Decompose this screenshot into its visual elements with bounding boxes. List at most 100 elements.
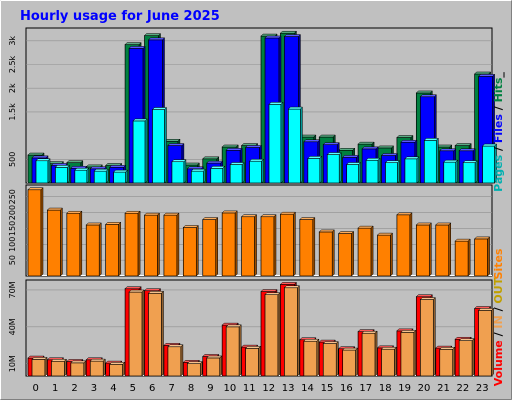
- hits-files-pages-bar-pages-2-face: [74, 169, 88, 184]
- volume-bar-in-18-top: [380, 346, 398, 350]
- hits-files-pages-bar-files-13-top: [283, 34, 302, 37]
- sites-frame: [25, 184, 493, 277]
- sites-bar-sites-10-top: [221, 210, 238, 214]
- hits-files-pages-bar-pages-7-side: [183, 159, 187, 184]
- hits-files-pages-bar-hits-17-top: [357, 141, 375, 145]
- sites-bar-sites-12-side: [273, 214, 277, 277]
- volume-bar-in-20-top: [419, 297, 436, 300]
- hits-files-pages-bar-pages-19: [404, 156, 420, 184]
- volume-bar-in-20-face: [419, 299, 434, 377]
- x-tick-label-2: 2: [71, 383, 77, 394]
- hits-files-pages-bar-pages-5-top: [132, 118, 148, 122]
- hits-files-pages-bar-pages-9: [210, 165, 226, 184]
- legend-sites: Sites: [492, 248, 505, 279]
- volume-bar-in-4: [109, 361, 126, 377]
- sites-bar-sites-7-side: [176, 212, 180, 277]
- hits-files-pages-bar-pages-7-face: [171, 161, 185, 184]
- sites-bar-sites-0: [27, 187, 44, 277]
- volume-bar-in-2-side: [83, 360, 87, 377]
- sites-bar-sites-4: [105, 221, 122, 277]
- x-tick-label-17: 17: [359, 383, 372, 394]
- hits-files-pages-bar-pages-9-side: [222, 165, 225, 184]
- hits-files-pages-bar-pages-16: [346, 161, 362, 184]
- sites-bar-sites-4-side: [118, 221, 121, 277]
- sites-tick-label: 150: [8, 221, 17, 236]
- x-tick-label-9: 9: [207, 383, 213, 394]
- sites-bar-sites-23: [473, 236, 491, 277]
- sites-bar-sites-16-side: [351, 230, 354, 277]
- volume-bar-in-17-face: [361, 332, 376, 377]
- hits-files-pages-bar-pages-19-side: [416, 156, 420, 184]
- hits-files-pages-bar-pages-3-top: [93, 168, 109, 172]
- hits-files-pages-bar-files-7-top: [167, 143, 185, 146]
- hits-files-pages-panel: 500 1.5k 2k 2.5k 3k: [8, 27, 498, 184]
- volume-bar-in-20: [419, 296, 436, 377]
- hits-files-pages-bar-pages-2: [74, 167, 90, 184]
- sites-bar-sites-2-face: [66, 212, 81, 277]
- hits-files-pages-bar-pages-6-face: [152, 109, 165, 184]
- volume-bar-in-15-top: [322, 341, 339, 344]
- sites-bar-sites-3-top: [85, 222, 102, 226]
- sites-bar-sites-5: [124, 210, 141, 277]
- sites-bar-sites-3-side: [99, 222, 102, 277]
- hits-files-pages-bar-pages-12: [268, 101, 284, 184]
- sites-bar-sites-21: [435, 222, 452, 277]
- hits-files-pages-bar-pages-21-top: [443, 159, 459, 163]
- x-tick-label-5: 5: [130, 383, 136, 394]
- hits-files-pages-bar-pages-2-side: [86, 167, 90, 184]
- hits-files-pages-bar-files-11-top: [244, 145, 263, 148]
- sites-bar-sites-11-top: [240, 214, 258, 217]
- volume-bar-in-3: [89, 358, 106, 377]
- hits-files-pages-bar-pages-15: [326, 151, 342, 184]
- volume-bar-in-8-top: [186, 361, 203, 364]
- legend-volume-in-out-segment: Volume: [492, 340, 505, 386]
- x-tick-label-13: 13: [282, 383, 295, 394]
- hits-files-pages-bar-pages-17-face: [365, 159, 379, 184]
- legend-volume-in-out-segment: OUT: [492, 277, 505, 303]
- volume-bar-in-14-side: [316, 338, 320, 377]
- sites-bar-sites-17-top: [357, 225, 374, 229]
- hits-files-pages-bar-pages-13-side: [300, 106, 303, 184]
- volume-bar-volume-5-top: [124, 286, 142, 289]
- hits-files-pages-bar-files-15-top: [322, 142, 340, 145]
- volume-bar-volume-13-top: [279, 282, 298, 285]
- sites-bar-sites-7-face: [163, 214, 178, 277]
- volume-bar-in-12-top: [264, 292, 281, 295]
- volume-bar-in-11: [244, 345, 262, 377]
- hits-files-pages-bar-pages-21-face: [443, 161, 457, 184]
- sites-bar-sites-22-top: [454, 238, 471, 242]
- hits-files-pages-bar-hits-10-top: [221, 144, 239, 148]
- volume-bar-in-1: [50, 358, 68, 377]
- hits-files-pages-bar-hits-20-top: [415, 90, 433, 94]
- volume-bar-in-17-top: [361, 330, 378, 334]
- hits-files-pages-bar-pages-22-face: [462, 162, 476, 184]
- hits-files-pages-bar-files-14-top: [303, 139, 321, 143]
- hits-files-pages-bar-pages-13-face: [288, 108, 301, 184]
- hits-files-pages-bar-files-0-top: [31, 155, 49, 159]
- x-tick-label-8: 8: [188, 383, 194, 394]
- sites-bar-sites-8-side: [196, 224, 199, 277]
- legend-volume-in-out-segment: /: [492, 329, 505, 341]
- hits-files-pages-bar-pages-14-top: [307, 156, 323, 159]
- hits-files-pages-bar-pages-20: [423, 137, 439, 184]
- sites-bar-sites-5-top: [124, 210, 141, 214]
- sites-bar-sites-10-side: [234, 210, 238, 277]
- hits-files-pages-bar-pages-5-side: [144, 118, 148, 184]
- hits-files-pages-bar-pages-9-top: [210, 166, 226, 169]
- sites-bar-sites-20-side: [429, 222, 432, 277]
- hits-files-pages-bar-pages-23-side: [494, 143, 497, 184]
- volume-bar-in-5-side: [141, 289, 145, 377]
- volume-bar-in-13: [283, 285, 301, 377]
- sites-bar-sites-17-face: [357, 227, 372, 277]
- volume-bar-in-17-side: [374, 330, 378, 377]
- volume-bar-in-7-side: [180, 344, 184, 377]
- hits-files-pages-bar-pages-6-top: [151, 107, 168, 110]
- sites-bar-sites-14-face: [299, 219, 314, 277]
- hits-files-pages-bar-pages-11-face: [249, 160, 262, 184]
- sites-bar-sites-23-top: [473, 236, 491, 240]
- sites-bar-sites-14-top: [299, 217, 316, 220]
- volume-bar-in-13-side: [297, 285, 300, 377]
- sites-bar-sites-3-face: [85, 224, 100, 277]
- volume-tick-label: 70M: [8, 281, 17, 298]
- hits-files-pages-bar-pages-16-face: [346, 164, 360, 184]
